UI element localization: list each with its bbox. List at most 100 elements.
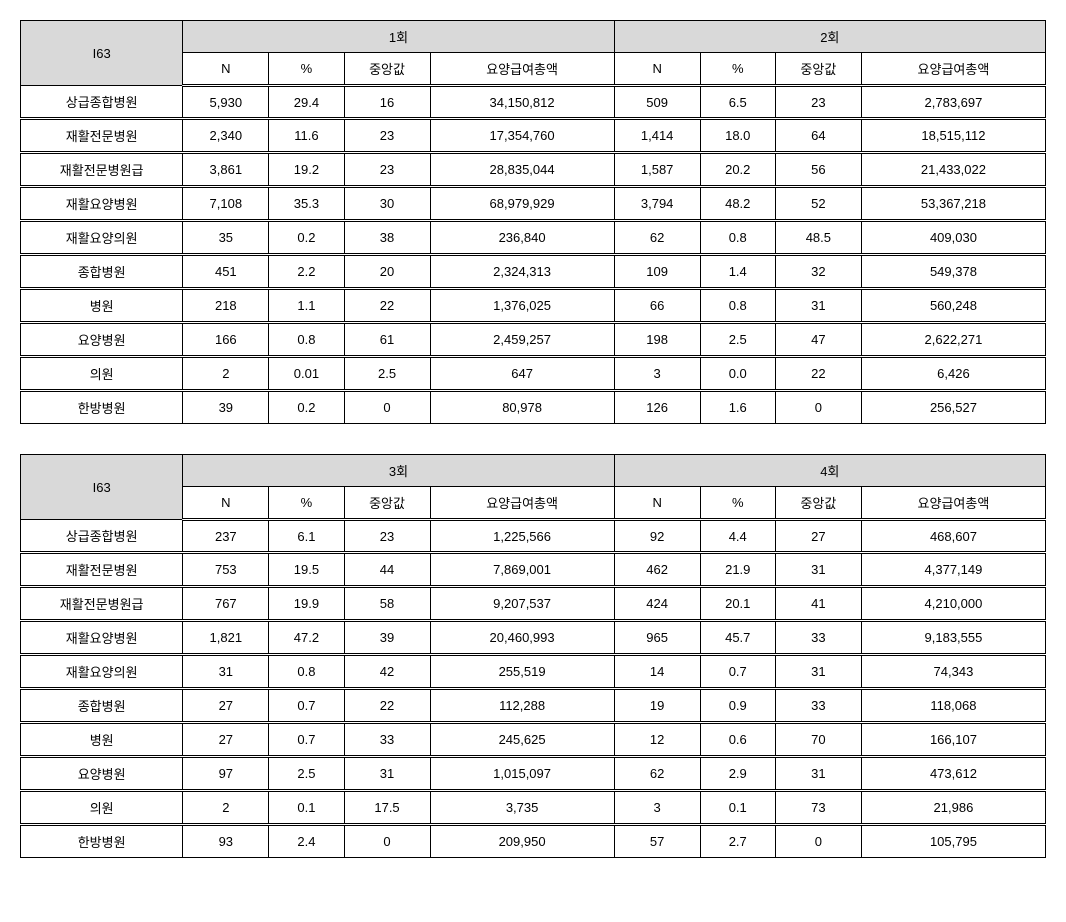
data-cell: 16: [344, 86, 430, 119]
data-cell: 9,183,555: [861, 621, 1045, 655]
table-row: 의원20.012.564730.0226,426: [21, 357, 1046, 391]
data-cell: 21.9: [700, 553, 775, 587]
data-cell: 7,869,001: [430, 553, 614, 587]
data-cell: 4.4: [700, 520, 775, 553]
data-cell: 647: [430, 357, 614, 391]
data-cell: 965: [614, 621, 700, 655]
data-cell: 27: [775, 520, 861, 553]
data-cell: 64: [775, 119, 861, 153]
data-cell: 2: [183, 357, 269, 391]
data-cell: 0.7: [269, 689, 344, 723]
subheader-cell: 요양급여총액: [430, 53, 614, 86]
data-cell: 509: [614, 86, 700, 119]
data-cell: 92: [614, 520, 700, 553]
data-cell: 35: [183, 221, 269, 255]
table-row: 병원270.733245,625120.670166,107: [21, 723, 1046, 757]
row-label: 재활요양의원: [21, 221, 183, 255]
data-cell: 2,459,257: [430, 323, 614, 357]
data-cell: 2.7: [700, 825, 775, 858]
row-label: 종합병원: [21, 689, 183, 723]
data-cell: 105,795: [861, 825, 1045, 858]
data-cell: 73: [775, 791, 861, 825]
data-cell: 1,225,566: [430, 520, 614, 553]
data-cell: 3,794: [614, 187, 700, 221]
row-label: 요양병원: [21, 323, 183, 357]
table-row: 병원2181.1221,376,025660.831560,248: [21, 289, 1046, 323]
title-col-2: I63: [21, 455, 183, 520]
data-cell: 424: [614, 587, 700, 621]
data-cell: 0.8: [269, 655, 344, 689]
data-cell: 19: [614, 689, 700, 723]
data-cell: 38: [344, 221, 430, 255]
data-cell: 17,354,760: [430, 119, 614, 153]
data-cell: 245,625: [430, 723, 614, 757]
data-cell: 74,343: [861, 655, 1045, 689]
data-cell: 29.4: [269, 86, 344, 119]
data-cell: 68,979,929: [430, 187, 614, 221]
data-cell: 2,324,313: [430, 255, 614, 289]
subheader-cell: 중앙값: [775, 487, 861, 520]
data-cell: 47.2: [269, 621, 344, 655]
data-cell: 39: [344, 621, 430, 655]
table-row: 한방병원932.40209,950572.70105,795: [21, 825, 1046, 858]
data-cell: 0: [775, 825, 861, 858]
subheader-cell: %: [700, 487, 775, 520]
data-cell: 0.8: [700, 289, 775, 323]
data-cell: 48.2: [700, 187, 775, 221]
data-cell: 52: [775, 187, 861, 221]
data-cell: 0.8: [700, 221, 775, 255]
data-cell: 17.5: [344, 791, 430, 825]
data-cell: 57: [614, 825, 700, 858]
data-cell: 18,515,112: [861, 119, 1045, 153]
data-cell: 56: [775, 153, 861, 187]
row-label: 재활전문병원급: [21, 153, 183, 187]
data-cell: 0.2: [269, 391, 344, 424]
data-cell: 21,433,022: [861, 153, 1045, 187]
data-cell: 2,340: [183, 119, 269, 153]
row-label: 재활요양병원: [21, 187, 183, 221]
row-label: 병원: [21, 723, 183, 757]
row-label: 재활요양의원: [21, 655, 183, 689]
subheader-cell: N: [183, 53, 269, 86]
data-cell: 23: [344, 119, 430, 153]
data-cell: 31: [775, 757, 861, 791]
data-cell: 236,840: [430, 221, 614, 255]
data-cell: 0.0: [700, 357, 775, 391]
table-row: 한방병원390.2080,9781261.60256,527: [21, 391, 1046, 424]
data-cell: 31: [775, 553, 861, 587]
subheader-cell: 중앙값: [344, 53, 430, 86]
data-cell: 109: [614, 255, 700, 289]
row-label: 재활전문병원: [21, 553, 183, 587]
data-cell: 20,460,993: [430, 621, 614, 655]
data-cell: 256,527: [861, 391, 1045, 424]
data-cell: 20.1: [700, 587, 775, 621]
table-row: 재활요양의원310.842255,519140.73174,343: [21, 655, 1046, 689]
data-cell: 33: [775, 621, 861, 655]
subheader-cell: %: [269, 53, 344, 86]
data-cell: 14: [614, 655, 700, 689]
subheader-cell: 요양급여총액: [861, 487, 1045, 520]
subheader-cell: N: [183, 487, 269, 520]
data-cell: 112,288: [430, 689, 614, 723]
subheader-cell: %: [269, 487, 344, 520]
data-cell: 0.8: [269, 323, 344, 357]
data-cell: 0.7: [700, 655, 775, 689]
data-cell: 66: [614, 289, 700, 323]
data-cell: 97: [183, 757, 269, 791]
data-cell: 27: [183, 723, 269, 757]
data-cell: 767: [183, 587, 269, 621]
data-cell: 21,986: [861, 791, 1045, 825]
data-cell: 44: [344, 553, 430, 587]
data-cell: 3,735: [430, 791, 614, 825]
data-cell: 6.1: [269, 520, 344, 553]
data-cell: 30: [344, 187, 430, 221]
data-cell: 473,612: [861, 757, 1045, 791]
data-cell: 23: [775, 86, 861, 119]
data-cell: 462: [614, 553, 700, 587]
data-cell: 33: [344, 723, 430, 757]
row-label: 요양병원: [21, 757, 183, 791]
data-cell: 32: [775, 255, 861, 289]
data-cell: 53,367,218: [861, 187, 1045, 221]
table-row: 재활요양의원350.238236,840620.848.5409,030: [21, 221, 1046, 255]
data-cell: 22: [344, 289, 430, 323]
